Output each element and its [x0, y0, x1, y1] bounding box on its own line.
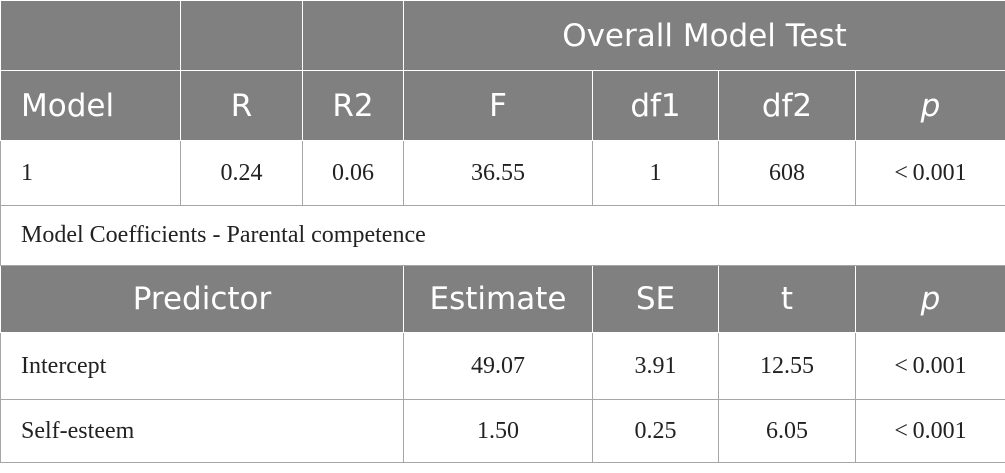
header-cell: Estimate — [403, 265, 593, 333]
cell: 1 — [0, 140, 181, 206]
data-row: 1 0.24 0.06 36.55 1 608 < 0.001 — [0, 140, 1005, 206]
cell: 0.24 — [180, 140, 303, 206]
header-cell: t — [718, 265, 856, 333]
header-cell — [302, 0, 404, 71]
data-row: Self-esteem 1.50 0.25 6.05 < 0.001 — [0, 399, 1005, 463]
header-cell — [0, 0, 181, 71]
cell: 12.55 — [718, 332, 856, 400]
section-row: Model Coefficients - Parental competence — [0, 205, 1005, 266]
header-cell — [180, 0, 303, 71]
header-cell: Model — [0, 70, 181, 141]
cell: 49.07 — [403, 332, 593, 400]
header-cell: p — [855, 265, 1005, 333]
header-cell: df1 — [592, 70, 719, 141]
cell: < 0.001 — [855, 399, 1005, 463]
cell: 3.91 — [592, 332, 719, 400]
cell: 6.05 — [718, 399, 856, 463]
header-row: Predictor Estimate SE t p — [0, 265, 1005, 333]
cell: 0.25 — [592, 399, 719, 463]
header-cell: Predictor — [0, 265, 404, 333]
header-cell: F — [403, 70, 593, 141]
cell: 1 — [592, 140, 719, 206]
header-cell: SE — [592, 265, 719, 333]
header-cell: p — [855, 70, 1005, 141]
cell: 608 — [718, 140, 856, 206]
cell: < 0.001 — [855, 332, 1005, 400]
cell: Self-esteem — [0, 399, 404, 463]
data-row: Intercept 49.07 3.91 12.55 < 0.001 — [0, 332, 1005, 400]
header-cell: df2 — [718, 70, 856, 141]
cell: 0.06 — [302, 140, 404, 206]
stats-table: Overall Model Test Model R R2 F df1 df2 … — [0, 0, 1005, 463]
cell: < 0.001 — [855, 140, 1005, 206]
header-row: Overall Model Test — [0, 0, 1005, 71]
section-title: Model Coefficients - Parental competence — [0, 205, 1005, 266]
cell: Intercept — [0, 332, 404, 400]
group-header: Overall Model Test — [403, 0, 1005, 71]
cell: 36.55 — [403, 140, 593, 206]
header-cell: R2 — [302, 70, 404, 141]
header-cell: R — [180, 70, 303, 141]
header-row: Model R R2 F df1 df2 p — [0, 70, 1005, 141]
cell: 1.50 — [403, 399, 593, 463]
